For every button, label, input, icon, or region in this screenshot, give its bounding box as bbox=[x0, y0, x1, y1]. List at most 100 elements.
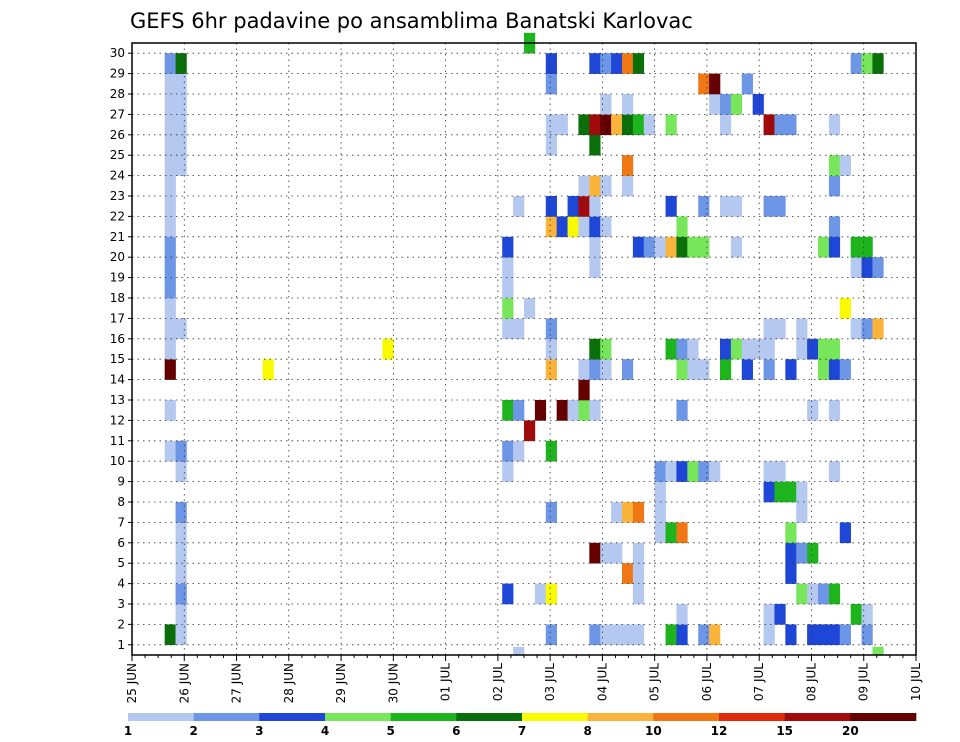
y-tick-label: 12 bbox=[110, 413, 125, 427]
heat-cell bbox=[175, 563, 187, 584]
heat-cell bbox=[676, 604, 688, 625]
heat-cell bbox=[611, 114, 623, 136]
heat-cell bbox=[502, 440, 514, 462]
heat-cell bbox=[698, 359, 710, 380]
heat-cell bbox=[807, 624, 819, 646]
heat-cell bbox=[502, 298, 514, 319]
heat-cell bbox=[589, 338, 601, 360]
heat-cell bbox=[741, 338, 753, 360]
legend-label: 3 bbox=[255, 724, 263, 738]
heat-cell bbox=[828, 175, 841, 197]
heat-cell bbox=[545, 338, 557, 360]
heat-cell bbox=[720, 338, 732, 360]
heat-cell bbox=[164, 73, 176, 95]
heat-cell bbox=[665, 114, 677, 136]
heat-cell bbox=[632, 563, 645, 584]
heat-cell bbox=[774, 481, 786, 503]
heat-cell bbox=[654, 522, 666, 544]
heat-cell bbox=[828, 400, 841, 421]
heat-cell bbox=[578, 379, 590, 401]
y-tick-label: 29 bbox=[110, 67, 125, 81]
x-tick-label: 07 JUL bbox=[752, 663, 766, 701]
heat-cell bbox=[665, 461, 677, 482]
y-tick-label: 3 bbox=[117, 597, 125, 611]
heat-cell bbox=[502, 318, 514, 340]
heat-cell bbox=[600, 624, 612, 646]
heat-cell bbox=[818, 624, 830, 646]
heat-cell bbox=[175, 522, 187, 544]
y-tick-label: 27 bbox=[110, 107, 125, 121]
heat-cell bbox=[796, 318, 808, 340]
heat-cell bbox=[861, 257, 873, 278]
heat-cell bbox=[796, 502, 808, 523]
heat-cell bbox=[720, 94, 732, 115]
heat-cell bbox=[534, 583, 547, 605]
heat-cell bbox=[545, 196, 557, 217]
y-tick-label: 26 bbox=[110, 128, 125, 142]
heat-cell bbox=[861, 604, 873, 625]
heat-cell bbox=[676, 461, 688, 482]
heat-cell bbox=[589, 53, 601, 74]
heat-cell bbox=[611, 53, 623, 74]
heat-cell bbox=[654, 502, 666, 523]
heat-cell bbox=[578, 400, 590, 421]
y-tick-label: 13 bbox=[110, 393, 125, 407]
y-tick-label: 5 bbox=[117, 556, 125, 570]
cells-layer bbox=[164, 32, 884, 656]
legend-label: 2 bbox=[189, 724, 197, 738]
heat-cell bbox=[774, 114, 786, 136]
y-tick-label: 6 bbox=[117, 536, 125, 550]
heat-cell bbox=[589, 114, 601, 136]
y-tick-label: 17 bbox=[110, 311, 125, 325]
heat-cell bbox=[698, 73, 710, 95]
heat-cell bbox=[545, 134, 557, 156]
legend-swatch bbox=[653, 713, 720, 721]
heat-cell bbox=[763, 604, 775, 625]
heat-cell bbox=[600, 542, 612, 564]
heat-cell bbox=[534, 400, 547, 421]
y-tick-label: 11 bbox=[110, 434, 125, 448]
y-tick-label: 30 bbox=[110, 46, 125, 60]
legend-label: 15 bbox=[776, 724, 793, 738]
x-tick-label: 09 JUL bbox=[857, 663, 871, 701]
heat-cell bbox=[720, 114, 732, 136]
heat-cell bbox=[850, 604, 862, 625]
heat-cell bbox=[687, 461, 699, 482]
y-tick-label: 20 bbox=[110, 250, 125, 264]
heat-cell bbox=[807, 400, 819, 421]
heat-cell bbox=[654, 461, 666, 482]
x-tick-label: 30 JUN bbox=[386, 663, 400, 703]
heat-cell bbox=[175, 53, 187, 74]
heat-cell bbox=[643, 114, 655, 136]
heat-cell bbox=[698, 196, 710, 217]
heat-cell bbox=[872, 53, 884, 74]
heat-cell bbox=[589, 400, 601, 421]
heat-cell bbox=[698, 624, 710, 646]
heat-cell bbox=[545, 318, 557, 340]
color-legend: 1 2 3 4 5 6 7 8 10 12 15 20 bbox=[124, 713, 917, 738]
heat-cell bbox=[600, 359, 612, 380]
heat-cell bbox=[861, 624, 873, 646]
grid-layer bbox=[132, 43, 917, 655]
legend-label: 4 bbox=[321, 724, 329, 738]
heat-cell bbox=[687, 338, 699, 360]
heat-cell bbox=[763, 114, 775, 136]
heat-cell bbox=[622, 175, 634, 197]
legend-swatch bbox=[390, 713, 457, 721]
legend-swatch bbox=[456, 713, 523, 721]
heat-cell bbox=[632, 583, 645, 605]
heat-cell bbox=[665, 236, 677, 258]
y-tick-label: 8 bbox=[117, 495, 125, 509]
heat-cell bbox=[175, 604, 187, 625]
heat-cell bbox=[828, 114, 841, 136]
heat-cell bbox=[545, 583, 557, 605]
y-tick-label: 7 bbox=[117, 515, 125, 529]
heat-cell bbox=[632, 502, 645, 523]
heat-cell bbox=[818, 236, 830, 258]
heat-cell bbox=[175, 73, 187, 95]
heat-cell bbox=[774, 196, 786, 217]
y-axis: 1234567891011121314151617181920212223242… bbox=[110, 46, 132, 652]
heat-cell bbox=[502, 583, 514, 605]
heat-cell bbox=[622, 53, 634, 74]
x-axis: 25 JUN 26 JUN 27 JUN 28 JUN 29 JUN 30 JUN 01 J… bbox=[125, 655, 923, 703]
